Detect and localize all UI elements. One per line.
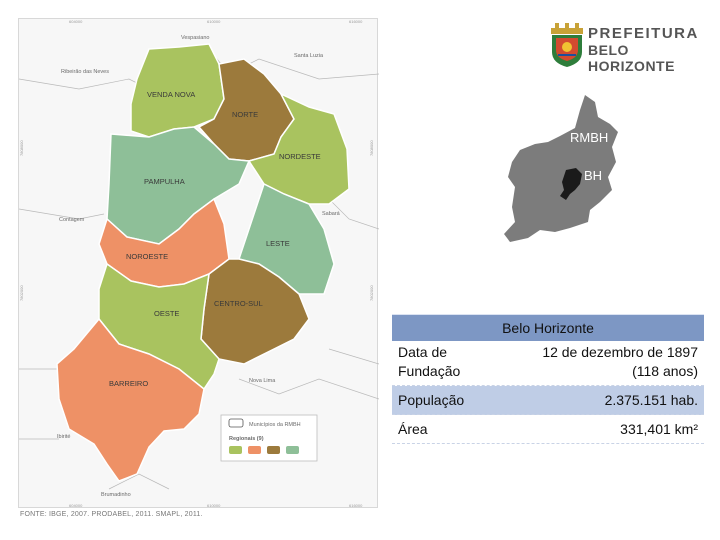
label-pampulha: PAMPULHA (144, 177, 185, 186)
coordinate-ticks: 604000 610000 616000 604000 610000 61600… (19, 19, 374, 508)
city-contagem: Contagem (59, 217, 85, 223)
city-sabara: Sabará (322, 211, 341, 217)
svg-text:7808000: 7808000 (19, 140, 24, 156)
label-leste: LESTE (266, 239, 290, 248)
svg-text:604000: 604000 (69, 503, 83, 508)
city-vespasiano: Vespasiano (181, 35, 209, 41)
svg-text:610000: 610000 (207, 19, 221, 24)
label-noroeste: NOROESTE (126, 252, 168, 261)
svg-text:7802000: 7802000 (19, 285, 24, 301)
bh-shape (560, 168, 582, 200)
regions (56, 43, 350, 482)
label-nordeste: NORDESTE (279, 152, 321, 161)
rmbh-inset-map: RMBH BH (504, 95, 618, 242)
logo-line-1: PREFEITURA (588, 25, 699, 42)
table-header: Belo Horizonte (392, 314, 704, 341)
svg-text:610000: 610000 (207, 503, 221, 508)
logo-line-2: BELO HORIZONTE (588, 42, 675, 74)
city-brumadinho: Brumadinho (101, 492, 131, 498)
regional-map: VENDA NOVA NORTE NORDESTE PAMPULHA LESTE… (18, 18, 379, 508)
row-value-populacao: 2.375.151 hab. (604, 391, 698, 408)
row-value-area: 331,401 km² (620, 420, 698, 437)
city-nova-lima: Nova Lima (249, 378, 276, 384)
logo-text: PREFEITURA BELO HORIZONTE (588, 25, 699, 75)
rmbh-shape (504, 95, 618, 242)
region-leste (238, 182, 335, 295)
svg-text:616000: 616000 (349, 503, 363, 508)
row-label-fundacao: Data de Fundação (398, 344, 461, 379)
label-venda-nova: VENDA NOVA (147, 90, 195, 99)
legend-regionais: Regionais (9) (229, 436, 264, 442)
svg-text:7802000: 7802000 (369, 285, 374, 301)
city-ibirite: Ibirité (57, 434, 70, 440)
city-labels: Vespasiano Ribeirão das Neves Santa Luzi… (57, 35, 341, 498)
prefeitura-logo: PREFEITURA BELO HORIZONTE (548, 22, 698, 74)
svg-text:7808000: 7808000 (369, 140, 374, 156)
svg-text:616000: 616000 (349, 19, 363, 24)
table-row: Data de Fundação 12 de dezembro de 1897 … (392, 341, 704, 386)
rmbh-label: RMBH (570, 130, 608, 145)
region-barreiro (56, 317, 205, 482)
label-oeste: OESTE (154, 309, 179, 318)
city-ribeirao: Ribeirão das Neves (61, 69, 109, 75)
label-norte: NORTE (232, 110, 258, 119)
table-row: População 2.375.151 hab. (392, 386, 704, 415)
table-title: Belo Horizonte (502, 320, 594, 336)
row-value-fundacao: 12 de dezembro de 1897 (118 anos) (542, 344, 698, 379)
table-row: Área 331,401 km² (392, 415, 704, 444)
row-label-populacao: População (398, 391, 465, 408)
map-legend: Municípios da RMBH Regionais (9) (220, 414, 318, 462)
row-label-area: Área (398, 420, 428, 437)
map-source: FONTE: IBGE, 2007. PRODABEL, 2011. SMAPL… (20, 511, 203, 518)
bh-label: BH (584, 168, 602, 183)
map-canvas: VENDA NOVA NORTE NORDESTE PAMPULHA LESTE… (19, 19, 379, 508)
city-coat-of-arms-icon (551, 23, 583, 67)
region-labels: VENDA NOVA NORTE NORDESTE PAMPULHA LESTE… (109, 90, 321, 388)
legend-municipios: Municípios da RMBH (249, 422, 301, 428)
label-centro-sul: CENTRO-SUL (214, 299, 263, 308)
svg-text:604000: 604000 (69, 19, 83, 24)
city-santa-luzia: Santa Luzia (294, 53, 324, 59)
label-barreiro: BARREIRO (109, 379, 148, 388)
city-info-table: Belo Horizonte Data de Fundação 12 de de… (392, 314, 704, 444)
